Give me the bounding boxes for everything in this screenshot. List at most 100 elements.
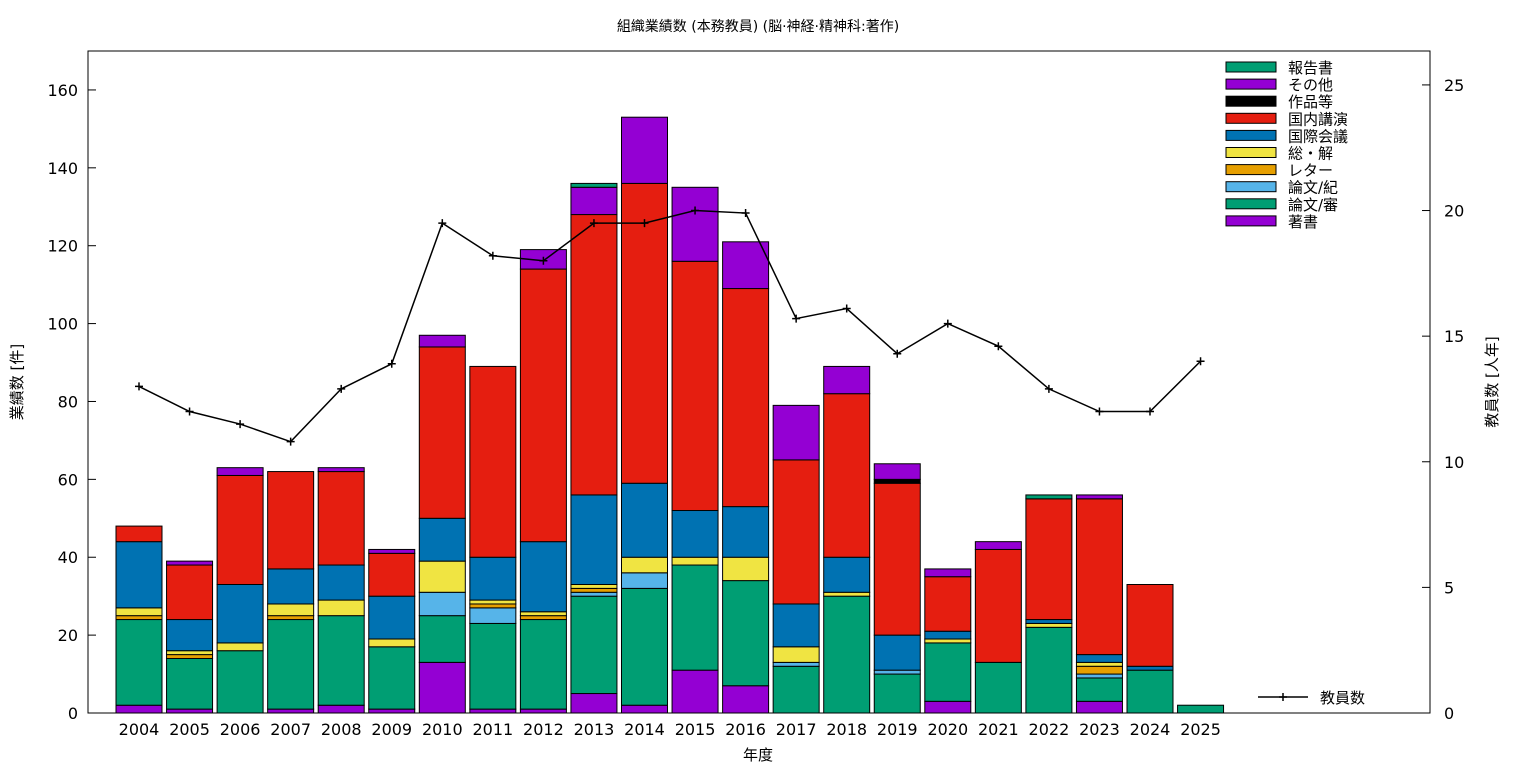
legend-swatch [1225, 129, 1277, 141]
line-faculty-count [138, 209, 1202, 443]
bar-segment [216, 642, 264, 652]
line-point [1146, 407, 1154, 416]
line-point [337, 384, 346, 393]
line-point [943, 319, 952, 328]
bar-segment [570, 186, 618, 216]
line-point [1095, 407, 1104, 416]
y2-tick-label: 15 [1444, 327, 1464, 346]
line-point [1196, 357, 1205, 366]
bar-segment [722, 506, 770, 558]
bar-segment [267, 708, 315, 714]
bar-segment [317, 615, 365, 706]
y2-axis-label: 教員数 [人年] [1483, 336, 1501, 427]
bar-segment [317, 704, 365, 714]
line-point [589, 219, 598, 228]
legend-label: 作品等 [1288, 93, 1333, 111]
line-point [994, 342, 1003, 351]
line-point [792, 314, 801, 323]
bar-segment [873, 478, 921, 484]
bar-segment [621, 556, 668, 574]
bar-segment [166, 650, 214, 656]
bar-segment [1075, 673, 1123, 679]
bar-segment [974, 548, 1022, 663]
line-point [741, 209, 750, 218]
bar-segment [317, 564, 365, 601]
bar-segment [115, 615, 163, 621]
bar-segment [166, 560, 214, 566]
x-tick-label: 2021 [978, 720, 1019, 739]
line-point [893, 349, 902, 358]
y-tick-label: 0 [68, 704, 78, 723]
bar-segment [418, 346, 466, 519]
bar-segment [823, 393, 871, 558]
bar-segment [1075, 665, 1123, 675]
x-tick-label: 2009 [371, 720, 412, 739]
bar-segment [1025, 498, 1073, 621]
legend-label: 報告書 [1288, 59, 1333, 77]
bar-segment [924, 638, 972, 644]
bar-segment [469, 607, 517, 624]
bar-segment [722, 556, 770, 582]
bar-segment [317, 471, 365, 566]
bar-segment [974, 661, 1022, 714]
y2-tick-label: 0 [1444, 704, 1454, 723]
bar-segment [1075, 661, 1123, 667]
bar-segment [1126, 665, 1174, 671]
bar-segment [772, 459, 820, 605]
bar-segment [873, 673, 921, 714]
x-tick-label: 2012 [523, 720, 564, 739]
legend-label: 著書 [1288, 213, 1318, 231]
chart-title: 組織業績数 (本務教員) (脳·神経·精神科:著作) [617, 19, 899, 35]
legend-swatch [1225, 181, 1277, 193]
bar-segment [418, 560, 466, 593]
bar-segment [772, 661, 820, 667]
bar-segment [1126, 669, 1174, 714]
line-point [438, 219, 447, 228]
legend-swatch [1225, 215, 1277, 227]
bar-segment [1025, 622, 1073, 628]
bar-segment [772, 646, 820, 663]
bar-segment [570, 591, 618, 597]
bar-segment [166, 708, 214, 714]
line-point [539, 256, 548, 265]
bar-segment [519, 708, 567, 714]
bar-segment [267, 615, 315, 621]
y2-tick-label: 20 [1444, 202, 1464, 221]
bar-segment [368, 638, 416, 648]
bar-segment [368, 708, 416, 714]
bar-segment [166, 657, 214, 710]
line-point [640, 219, 649, 228]
bar-segment [924, 642, 972, 702]
bar-segment [115, 525, 163, 543]
line-point [236, 420, 245, 429]
y-tick-label: 20 [58, 626, 78, 645]
legend-label: 国内講演 [1288, 110, 1348, 128]
x-tick-label: 2011 [472, 720, 513, 739]
bar-segment [873, 669, 921, 675]
bar-segment [115, 704, 163, 714]
bar-segment [1025, 619, 1073, 624]
legend-swatch [1225, 78, 1277, 90]
bar-segment [621, 704, 668, 714]
bar-segment [823, 365, 871, 395]
bar-segment [1075, 494, 1123, 500]
bar-segment [621, 116, 668, 184]
bar-segment [722, 288, 770, 508]
bar-segment [621, 182, 668, 484]
bar-segment [469, 556, 517, 601]
bar-segment [166, 654, 214, 659]
bar-segment [216, 467, 264, 476]
bar-segment [873, 634, 921, 671]
bar-segment [873, 482, 921, 636]
legend-swatch [1225, 147, 1277, 158]
bar-segment [368, 548, 416, 554]
bar-segment [621, 587, 668, 706]
bar-segment [469, 599, 517, 605]
line-point [691, 206, 700, 215]
bar-segment [671, 186, 719, 262]
legend-swatch [1225, 95, 1277, 107]
bar-segment [418, 615, 466, 663]
y-tick-label: 120 [47, 237, 78, 256]
